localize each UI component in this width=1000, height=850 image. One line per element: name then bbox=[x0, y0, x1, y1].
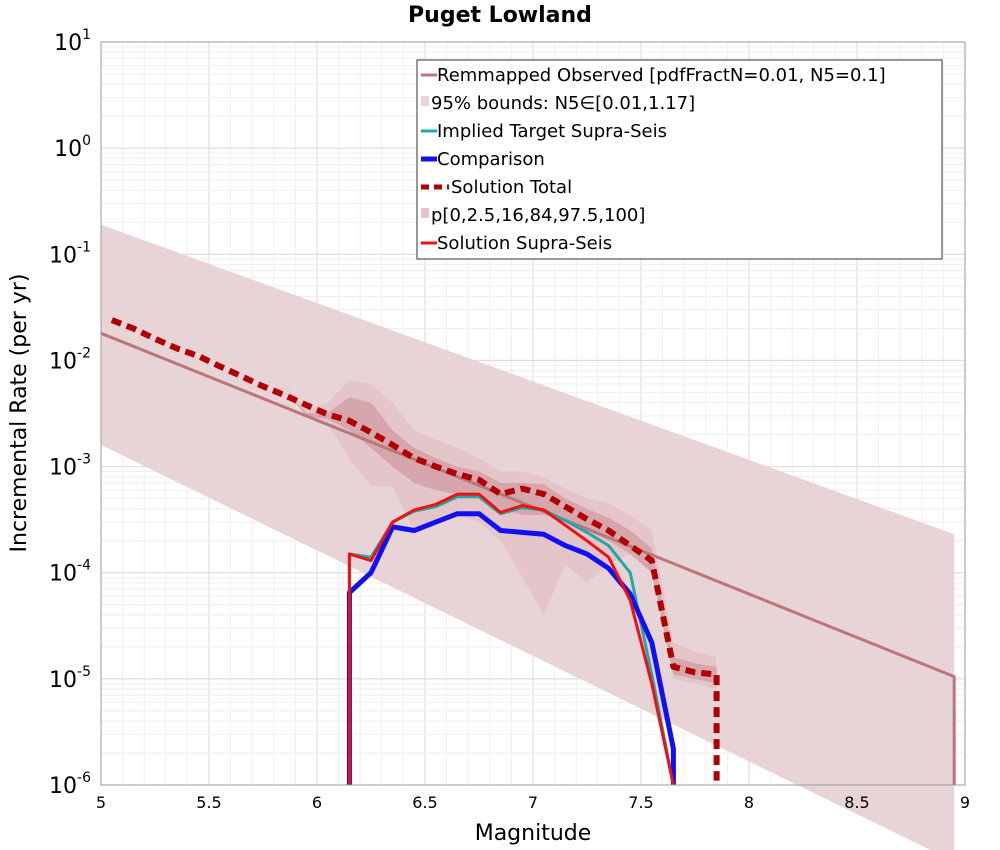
legend-label-total: Solution Total bbox=[451, 177, 572, 198]
legend-swatch-percentiles bbox=[421, 208, 429, 218]
legend-label-bounds: 95% bounds: N5∈[0.01,1.17] bbox=[431, 93, 695, 114]
legend-swatch-bounds bbox=[421, 96, 429, 106]
legend-label-target: Implied Target Supra-Seis bbox=[437, 121, 667, 142]
y-tick-label: 100 bbox=[54, 133, 91, 162]
comparison-line bbox=[346, 511, 676, 785]
x-tick-label: 5.5 bbox=[196, 793, 221, 812]
legend-label-supra: Solution Supra-Seis bbox=[437, 233, 612, 254]
lines bbox=[100, 317, 956, 786]
y-tick-label: 10-4 bbox=[49, 558, 91, 587]
percentile-band-outer bbox=[263, 380, 717, 690]
solution-supra-line bbox=[347, 492, 675, 786]
plot-frame bbox=[100, 41, 966, 786]
legend-label-percentiles: p[0,2.5,16,84,97.5,100] bbox=[431, 205, 645, 226]
x-tick-label: 7.5 bbox=[628, 793, 653, 812]
y-tick-label: 10-6 bbox=[49, 770, 91, 799]
x-tick-label: 6 bbox=[312, 793, 322, 812]
x-tick-label: 5 bbox=[96, 793, 106, 812]
y-tick-label: 10-1 bbox=[49, 239, 91, 268]
x-axis-label: Magnitude bbox=[475, 821, 592, 846]
y-tick-label: 10-5 bbox=[49, 664, 91, 693]
legend-label-observed: Remmapped Observed [pdfFractN=0.01, N5=0… bbox=[437, 65, 886, 86]
y-tick-label: 10-3 bbox=[49, 452, 91, 481]
y-tick-label: 10-2 bbox=[49, 345, 91, 374]
x-ticks: 5 5.5 6 6.5 7 7.5 8 8.5 9 bbox=[96, 793, 970, 812]
legend-label-comparison: Comparison bbox=[437, 149, 545, 170]
x-tick-label: 8.5 bbox=[844, 793, 869, 812]
legend: Remmapped Observed [pdfFractN=0.01, N5=0… bbox=[416, 59, 943, 260]
y-tick-label: 101 bbox=[54, 27, 91, 56]
observed-line bbox=[100, 331, 956, 785]
solution-total-line bbox=[110, 317, 720, 781]
y-axis-label: Incremental Rate (per yr) bbox=[7, 274, 32, 553]
x-tick-label: 7 bbox=[528, 793, 538, 812]
x-tick-label: 6.5 bbox=[412, 793, 437, 812]
legend-box bbox=[416, 59, 943, 260]
chart-title: Puget Lowland bbox=[408, 3, 592, 28]
x-tick-label: 8 bbox=[744, 793, 754, 812]
x-tick-label: 9 bbox=[960, 793, 970, 812]
y-ticks: 10-6 10-5 10-4 10-3 10-2 10-1 100 101 bbox=[49, 27, 91, 799]
